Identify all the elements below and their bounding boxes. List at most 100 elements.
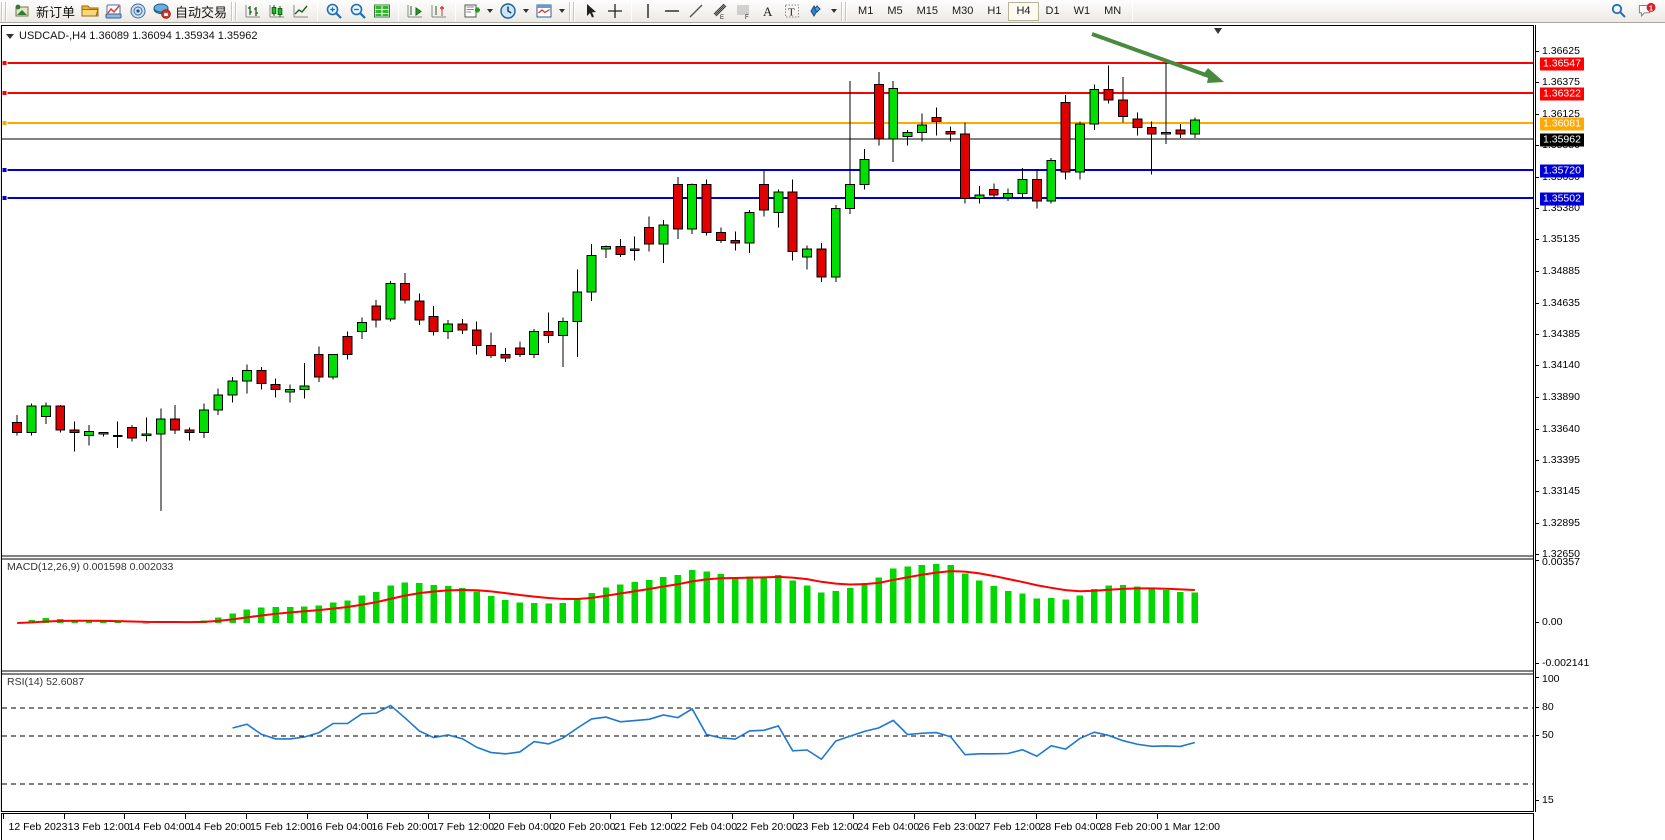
timeframe-w1[interactable]: W1 bbox=[1073, 5, 1091, 17]
timeframe-m30[interactable]: M30 bbox=[952, 5, 974, 17]
cursor-button[interactable] bbox=[579, 1, 603, 22]
fibonacci-button[interactable]: F bbox=[732, 1, 756, 22]
time-tick bbox=[1157, 814, 1158, 819]
toolbar-separator-1 bbox=[317, 1, 319, 21]
toolbar-grip-4[interactable] bbox=[841, 1, 849, 21]
candle-body-bearish bbox=[399, 282, 410, 301]
macd-tick-top bbox=[1535, 560, 1539, 561]
timeframe-h4[interactable]: H4 bbox=[1008, 1, 1039, 21]
zoom-out-button[interactable] bbox=[346, 1, 370, 22]
horizontal-line-button[interactable] bbox=[660, 1, 684, 22]
timeframe-m5[interactable]: M5 bbox=[887, 5, 903, 17]
toolbar-grip-2[interactable] bbox=[231, 1, 239, 21]
alerts-button[interactable]: 1 bbox=[1635, 1, 1659, 22]
timeframe-mn[interactable]: MN bbox=[1104, 5, 1122, 17]
add-indicator-chevron-down-icon[interactable] bbox=[487, 9, 494, 13]
trendline-icon bbox=[689, 4, 703, 18]
timeframe-m1[interactable]: M1 bbox=[858, 5, 874, 17]
toolbar-grip-3[interactable] bbox=[569, 1, 577, 21]
chart-profile-icon bbox=[105, 4, 122, 19]
price-tick bbox=[1535, 334, 1539, 336]
autotrading-button[interactable]: 自动交易 bbox=[150, 1, 230, 22]
candle-body-bearish bbox=[256, 370, 267, 384]
vertical-line-button[interactable] bbox=[636, 1, 660, 22]
new-order-button[interactable]: 新订单 bbox=[11, 1, 78, 22]
candlestick-series bbox=[12, 63, 1200, 512]
search-button[interactable] bbox=[1607, 1, 1631, 22]
trendline-button[interactable] bbox=[684, 1, 708, 22]
candle-body-bullish bbox=[557, 320, 568, 336]
chevron-down-icon[interactable] bbox=[6, 33, 14, 39]
chart-canvas[interactable]: USDCAD-,H4 1.36089 1.36094 1.35934 1.359… bbox=[1, 25, 1534, 812]
period-button[interactable] bbox=[496, 1, 532, 22]
price-tick bbox=[1535, 82, 1539, 84]
alert-badge-icon: 1 bbox=[1638, 2, 1656, 18]
time-tick bbox=[306, 814, 308, 819]
text-icon: A bbox=[763, 4, 773, 19]
toolbar-grip-1[interactable] bbox=[1, 1, 8, 21]
bearish-arrow[interactable] bbox=[1091, 32, 1224, 83]
rsi-pane-title: RSI(14) 52.6087 bbox=[7, 676, 85, 688]
shapes-button[interactable] bbox=[804, 1, 840, 22]
candle-body-bullish bbox=[830, 208, 841, 278]
crosshair-button[interactable] bbox=[603, 1, 627, 22]
time-tick-label: 14 Feb 04:00 bbox=[128, 821, 191, 833]
price-tick-label: 1.34885 bbox=[1542, 265, 1580, 278]
main-toolbar: 新订单 bbox=[0, 0, 1665, 23]
price-tick bbox=[1535, 50, 1539, 52]
templates-button[interactable] bbox=[532, 1, 568, 22]
text-label-button[interactable]: T bbox=[780, 1, 804, 22]
crosshair-icon bbox=[608, 4, 623, 18]
time-tick bbox=[1096, 814, 1098, 819]
candle-body-bullish bbox=[916, 124, 927, 134]
data-window-button[interactable] bbox=[370, 1, 394, 22]
bar-chart-button[interactable] bbox=[241, 1, 265, 22]
time-tick-label: 26 Feb 23:00 bbox=[918, 821, 980, 833]
candlestick-chart-button[interactable] bbox=[265, 1, 289, 22]
data-window-icon bbox=[374, 4, 391, 18]
time-axis[interactable]: 12 Feb 2023 13 Feb 12:00 14 Feb 04:00 14 Fe… bbox=[1, 813, 1534, 840]
time-tick bbox=[185, 814, 187, 819]
clock-icon bbox=[500, 3, 516, 19]
candle-body-bullish bbox=[1003, 192, 1014, 198]
fibonacci-icon: F bbox=[737, 5, 750, 20]
zoom-in-button[interactable] bbox=[322, 1, 346, 22]
timeframe-h1[interactable]: H1 bbox=[987, 5, 1002, 17]
line-chart-button[interactable] bbox=[289, 1, 313, 22]
candle-body-bearish bbox=[931, 117, 942, 122]
candle-body-bullish bbox=[1017, 179, 1028, 194]
candle-body-bearish bbox=[313, 353, 324, 378]
network-button[interactable] bbox=[126, 1, 150, 22]
time-tick bbox=[671, 814, 673, 819]
price-axis[interactable]: 1.366251.363751.361251.358801.356301.353… bbox=[1535, 25, 1665, 812]
vertical-line-icon bbox=[647, 4, 649, 18]
new-order-label: 新订单 bbox=[36, 5, 76, 21]
open-folder-button[interactable] bbox=[78, 1, 102, 22]
add-indicator-button[interactable] bbox=[460, 1, 496, 22]
chart-profile-button[interactable] bbox=[102, 1, 126, 22]
period-chevron-down-icon[interactable] bbox=[523, 9, 530, 13]
toolbar-separator-5 bbox=[1132, 1, 1134, 21]
timeframe-m15[interactable]: M15 bbox=[916, 5, 938, 17]
candle-body-bearish bbox=[1103, 89, 1114, 101]
svg-text:A: A bbox=[763, 4, 773, 19]
auto-scroll-icon bbox=[431, 5, 447, 18]
candle-body-bullish bbox=[26, 405, 37, 434]
price-tick-label: 1.33395 bbox=[1542, 453, 1580, 466]
candle-body-bearish bbox=[428, 315, 439, 332]
price-tick bbox=[1535, 554, 1539, 555]
auto-scroll-button[interactable] bbox=[427, 1, 451, 22]
text-button[interactable]: A bbox=[756, 1, 780, 22]
timeframe-d1[interactable]: D1 bbox=[1045, 5, 1060, 17]
level-lines bbox=[2, 60, 1533, 201]
templates-chevron-down-icon[interactable] bbox=[559, 9, 566, 13]
equidistant-channel-button[interactable]: E bbox=[708, 1, 732, 22]
candle-body-bullish bbox=[586, 255, 597, 293]
expert-advisor-icon bbox=[153, 3, 171, 19]
add-indicator-icon bbox=[464, 4, 481, 18]
time-tick bbox=[488, 814, 490, 819]
price-tick-label: 1.32895 bbox=[1542, 516, 1580, 529]
shapes-chevron-down-icon[interactable] bbox=[831, 9, 838, 13]
price-tick-label: 1.34635 bbox=[1542, 296, 1580, 309]
chart-shift-button[interactable] bbox=[403, 1, 427, 22]
